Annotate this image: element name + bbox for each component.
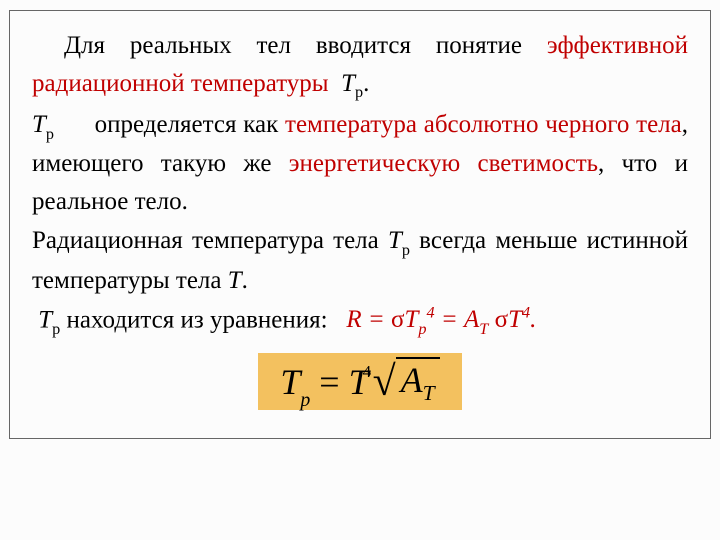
symbol-T: T (388, 227, 402, 254)
eq-sub: T (479, 320, 488, 338)
formula: Tp = T4√AT (258, 353, 461, 410)
eq-sup: 4 (522, 304, 530, 322)
root-index: 4 (363, 362, 372, 382)
formula-block: Tp = T4√AT (32, 353, 688, 410)
paragraph-2: Tр определяется как температура абсолютн… (32, 106, 688, 220)
paragraph-4: Tр находится из уравнения: R = σTр4 = AT… (32, 301, 688, 341)
formula-lhs-T: T (280, 362, 300, 402)
symbol-sub-r: р (52, 320, 60, 338)
formula-lhs-sub: p (300, 389, 310, 411)
eq-sup: 4 (427, 304, 435, 322)
symbol-sub-r: р (355, 83, 363, 101)
p2-text-b: определяется как (95, 111, 285, 138)
eq-sub: р (418, 320, 426, 338)
symbol-T: T (38, 306, 52, 333)
paragraph-3: Радиационная температура тела Tр всегда … (32, 222, 688, 299)
p3-text-a: Радиационная температура тела (32, 227, 388, 254)
symbol-T: T (228, 267, 242, 294)
radicand: AT (396, 357, 440, 406)
p2-text-c: температура абсолютно черного тела (285, 111, 682, 138)
paragraph-1: Для реальных тел вводится понятие эффект… (32, 27, 688, 104)
radicand-sub: T (423, 381, 435, 405)
symbol-sub-r: р (402, 241, 410, 259)
symbol-T: T (341, 70, 355, 97)
content-frame: Для реальных тел вводится понятие эффект… (9, 10, 711, 439)
radicand-A: A (401, 360, 423, 400)
symbol-T: T (32, 111, 46, 138)
root: 4√AT (373, 359, 440, 408)
equation-inline: R = σTр4 = AT σT4. (346, 306, 536, 333)
p2-text-e: энергетическую светимость (289, 150, 598, 177)
symbol-sub-r: р (46, 125, 54, 143)
p4-text-a: находится из уравнения: (60, 306, 327, 333)
surd-symbol: √ (373, 361, 396, 403)
p1-text-a: Для реальных тел вводится понятие (64, 32, 547, 59)
